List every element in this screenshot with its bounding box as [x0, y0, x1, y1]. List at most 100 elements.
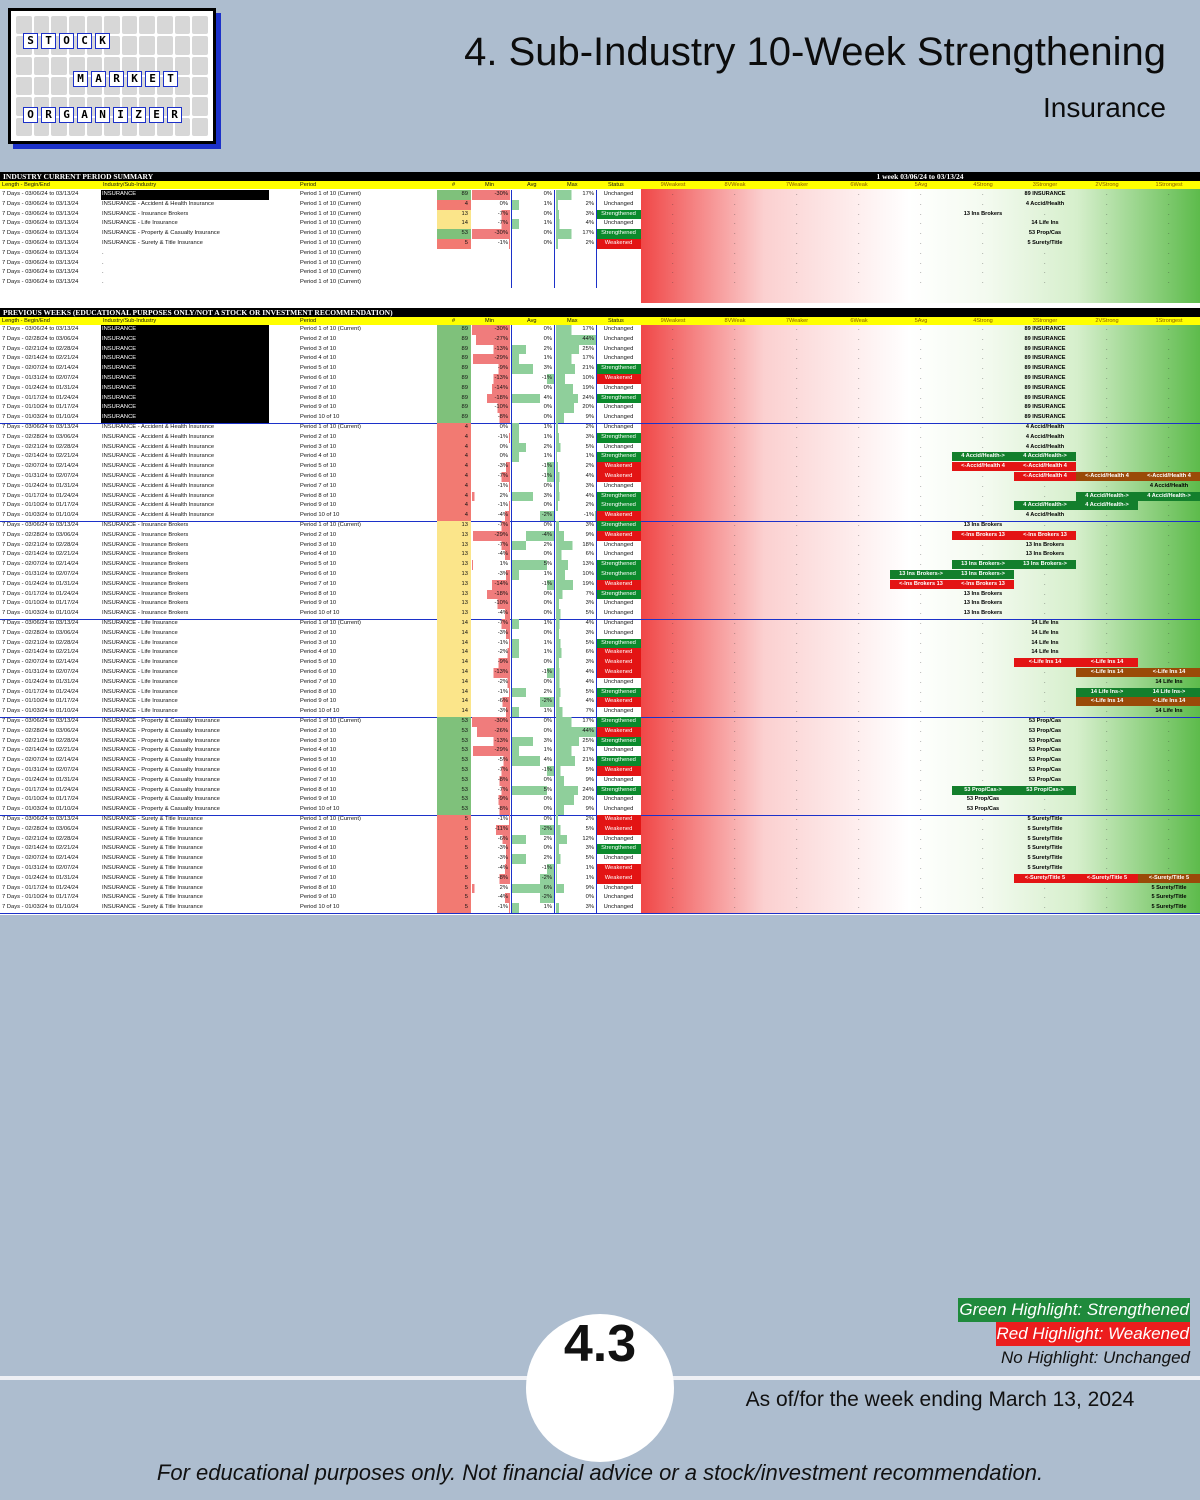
- cell-min: -13%: [472, 344, 510, 355]
- band-cell-empty: .: [1106, 727, 1108, 734]
- band-cell-empty: .: [858, 414, 860, 421]
- band-cell-empty: .: [796, 220, 798, 227]
- cell-industry: INSURANCE: [101, 403, 269, 414]
- cell-status: Strengthened: [596, 560, 641, 570]
- band-tag: 13 Ins Brokers: [963, 610, 1003, 617]
- band-cell-empty: .: [982, 433, 984, 440]
- cell-count: 5: [437, 834, 471, 845]
- logo-grid-cell: [192, 97, 208, 116]
- disclaimer: For educational purposes only. Not finan…: [156, 1460, 1044, 1485]
- cell-avg: 0%: [543, 240, 552, 246]
- cell-industry: INSURANCE - Insurance Brokers: [102, 522, 189, 528]
- band-cell-empty: .: [796, 365, 798, 372]
- band-cell-empty: .: [920, 796, 922, 803]
- band-cell-empty: .: [858, 845, 860, 852]
- cell-max: 1%: [556, 864, 596, 874]
- logo-letter: R: [41, 107, 56, 123]
- cell-count: 89: [437, 393, 471, 404]
- band-cell-empty: .: [920, 512, 922, 519]
- band-cell-empty: .: [858, 259, 860, 266]
- band-cell-empty: .: [734, 806, 736, 813]
- band-cell-empty: .: [1106, 865, 1108, 871]
- cell-count: 53: [437, 805, 471, 815]
- band-cell-empty: .: [734, 767, 736, 773]
- logo-grid-cell: [86, 56, 103, 75]
- band-cell-empty: .: [672, 698, 674, 705]
- logo-grid-cell: [174, 36, 191, 55]
- band-tag: 53 Prop/Cas: [1028, 776, 1062, 783]
- band-cell-empty: .: [858, 240, 860, 246]
- band-cell-empty: .: [672, 649, 674, 656]
- cell-min: -11%: [472, 824, 510, 835]
- band-cell-empty: .: [672, 365, 674, 372]
- cell-min: -7%: [472, 521, 510, 531]
- cell-count: 13: [437, 521, 471, 531]
- band-cell-empty: .: [734, 384, 736, 391]
- cell-count: 53: [437, 746, 471, 757]
- band-cell-empty: .: [920, 884, 922, 891]
- table-row: 7 Days - 03/06/24 to 03/13/24 INSURANCE -…: [0, 619, 1200, 629]
- band-cell-empty: .: [1168, 649, 1170, 656]
- band-cell-empty: .: [672, 678, 674, 685]
- cell-min: -3%: [472, 462, 510, 472]
- band-cell-empty: .: [796, 335, 798, 342]
- cell-length: 7 Days - 02/07/24 to 02/14/24: [2, 365, 79, 372]
- band-cell-empty: .: [858, 210, 860, 217]
- band-cell-empty: .: [858, 551, 860, 558]
- cell-avg: 0%: [543, 727, 552, 734]
- cell-industry: INSURANCE - Life Insurance: [102, 649, 178, 656]
- cell-count: 89: [437, 334, 471, 345]
- band-cell-empty: .: [982, 659, 984, 666]
- band-tag: <-Life Ins 14: [1076, 697, 1138, 707]
- table-row: 7 Days - 02/07/24 to 02/14/24 INSURANCE Pe…: [0, 364, 1200, 374]
- band-cell-empty: .: [672, 492, 674, 499]
- cell-avg: 3%: [512, 736, 554, 747]
- cell-avg: 6%: [512, 883, 554, 894]
- cell-status: Strengthened: [596, 393, 641, 404]
- band-cell-empty: .: [858, 512, 860, 519]
- band-cell-empty: .: [1168, 414, 1170, 421]
- band-cell-empty: .: [982, 365, 984, 372]
- table-row: 7 Days - 02/14/24 to 02/21/24 INSURANCE -…: [0, 550, 1200, 561]
- cell-min: -13%: [472, 668, 510, 678]
- band-cell-empty: .: [920, 669, 922, 675]
- cell-period: Period 1 of 10 (Current): [300, 816, 361, 822]
- band-cell-empty: .: [982, 551, 984, 558]
- band-cell-empty: .: [734, 894, 736, 901]
- week-label: 1 week 03/06/24 to 03/13/24: [876, 172, 964, 181]
- cell-max: 6%: [556, 648, 596, 659]
- cell-avg: 2%: [512, 834, 554, 845]
- band-cell-empty: .: [1106, 482, 1108, 489]
- section-title: INDUSTRY CURRENT PERIOD SUMMARY: [3, 172, 154, 181]
- table-row: 7 Days - 01/17/24 to 01/24/24 INSURANCE -…: [0, 491, 1200, 502]
- cell-period: Period 8 of 10: [300, 786, 337, 793]
- band-cell-empty: .: [672, 384, 674, 391]
- cell-industry: INSURANCE - Surety & Title Insurance: [102, 825, 203, 832]
- band-cell-empty: .: [858, 463, 860, 470]
- table-row: 7 Days - 03/06/24 to 03/13/24 INSURANCE -…: [0, 423, 1200, 433]
- band-cell-empty: .: [1106, 404, 1108, 411]
- band-cell-empty: .: [1106, 904, 1108, 911]
- cell-status: Weakened: [596, 668, 641, 678]
- column-header-st: Status: [608, 318, 624, 324]
- cell-max: 17%: [556, 746, 596, 757]
- band-cell-empty: .: [1106, 424, 1108, 430]
- band-cell-empty: .: [672, 279, 674, 286]
- cell-min: -7%: [472, 219, 510, 230]
- cell-max: 5%: [556, 854, 596, 864]
- band-cell-empty: .: [796, 259, 798, 266]
- band-header: 4Strong: [973, 318, 993, 324]
- cell-industry: INSURANCE - Life Insurance: [102, 708, 178, 715]
- band-cell-empty: .: [1168, 453, 1170, 460]
- band-cell-empty: .: [920, 747, 922, 754]
- band-cell-empty: .: [1106, 629, 1108, 636]
- band-cell-empty: .: [734, 786, 736, 793]
- cell-max: 4%: [556, 668, 596, 678]
- table-row: 7 Days - 03/06/24 to 03/13/24 INSURANCE -…: [0, 815, 1200, 825]
- table-row: 7 Days - 02/14/24 to 02/21/24 INSURANCE -…: [0, 746, 1200, 757]
- table-row: 7 Days - 02/07/24 to 02/14/24 INSURANCE -…: [0, 756, 1200, 766]
- logo-letter: Z: [131, 107, 146, 123]
- band-cell-empty: .: [796, 757, 798, 764]
- logo-grid-cell: [16, 56, 32, 75]
- column-separator: [511, 717, 512, 815]
